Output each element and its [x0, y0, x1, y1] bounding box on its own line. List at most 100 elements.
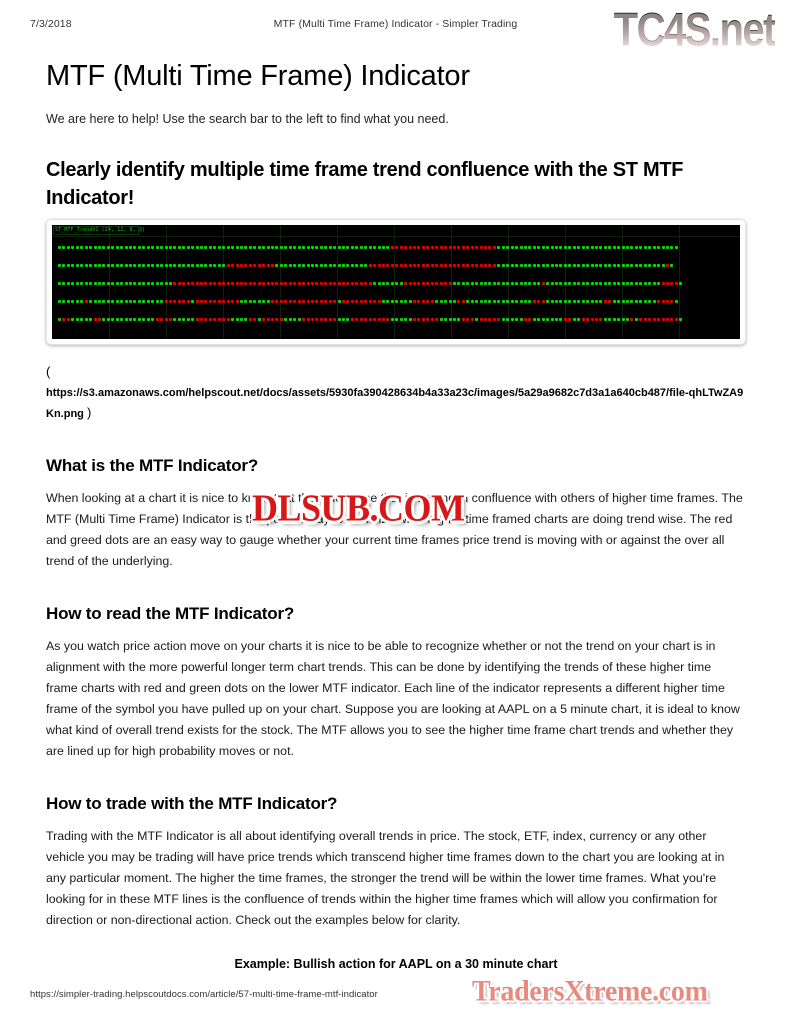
chart-dot	[297, 264, 301, 267]
chart-dot	[368, 246, 372, 249]
chart-dot	[386, 264, 390, 267]
chart-dot	[137, 318, 141, 321]
chart-dot	[621, 264, 625, 267]
chart-dot	[381, 318, 385, 321]
chart-dot	[195, 246, 199, 249]
chart-dot	[257, 282, 261, 285]
chart-dot	[62, 300, 66, 303]
chart-dot	[208, 264, 212, 267]
chart-dot	[523, 264, 527, 267]
chart-dot	[550, 300, 554, 303]
chart-dot	[461, 264, 465, 267]
chart-dot	[634, 264, 638, 267]
chart-dot	[359, 318, 363, 321]
chart-dot	[390, 300, 394, 303]
chart-dot	[568, 282, 572, 285]
chart-dot	[226, 246, 230, 249]
chart-dot	[399, 300, 403, 303]
chart-dot	[572, 246, 576, 249]
chart-dot	[515, 318, 519, 321]
chart-dot	[133, 282, 137, 285]
chart-dot	[271, 300, 274, 303]
chart-dot	[186, 264, 190, 267]
chart-dot	[408, 264, 412, 267]
chart-dot	[191, 246, 195, 249]
chart-dot	[448, 300, 452, 303]
chart-dot	[204, 282, 208, 285]
chart-dot	[608, 246, 612, 249]
chart-dot	[452, 264, 456, 267]
footer-url[interactable]: https://simpler-trading.helpscoutdocs.co…	[30, 989, 378, 1000]
chart-dot	[648, 264, 652, 267]
chart-dot	[71, 246, 75, 249]
chart-dot	[186, 282, 190, 285]
chart-dot	[617, 246, 621, 249]
chart-dot	[373, 264, 377, 267]
chart-dot	[581, 246, 585, 249]
watermark-tradersxtreme: TradersXtreme.com	[472, 975, 708, 1008]
chart-dot	[266, 246, 270, 249]
chart-gridline-vertical	[394, 225, 395, 339]
chart-dot	[288, 246, 292, 249]
chart-dot	[293, 264, 297, 267]
chart-dot	[173, 300, 177, 303]
chart-dot	[177, 264, 181, 267]
chart-dot	[404, 282, 408, 285]
chart-dot	[439, 318, 443, 321]
chart-dot	[368, 300, 372, 303]
chart-dot	[217, 300, 221, 303]
chart-dot	[492, 246, 496, 249]
chart-dot	[80, 264, 84, 267]
chart-dot	[337, 300, 341, 303]
chart-dot	[222, 264, 226, 267]
chart-dot	[279, 246, 283, 249]
chart-dot	[333, 300, 337, 303]
chart-dot	[213, 264, 217, 267]
chart-dot	[350, 318, 354, 321]
chart-dot	[337, 318, 341, 321]
chart-dot	[577, 282, 581, 285]
chart-dot	[617, 300, 621, 303]
chart-dot	[84, 282, 88, 285]
chart-dot	[235, 246, 239, 249]
chart-dot	[342, 264, 345, 267]
print-header: 7/3/2018 MTF (Multi Time Frame) Indicato…	[0, 18, 791, 36]
chart-dot	[319, 318, 323, 321]
chart-dot	[586, 300, 590, 303]
chart-dot	[572, 282, 576, 285]
chart-dot	[151, 282, 155, 285]
chart-dot	[568, 318, 572, 321]
chart-dot	[302, 300, 306, 303]
chart-dot	[546, 318, 550, 321]
chart-dot	[634, 282, 638, 285]
chart-dot	[124, 246, 128, 249]
chart-dot	[643, 300, 647, 303]
chart-gridline-horizontal	[52, 236, 740, 237]
chart-dot	[510, 318, 514, 321]
chart-dot	[532, 300, 536, 303]
chart-dot	[217, 318, 221, 321]
chart-dot	[470, 300, 474, 303]
image-url-link[interactable]: https://s3.amazonaws.com/helpscout.net/d…	[46, 387, 744, 420]
chart-dot	[124, 318, 128, 321]
chart-dot	[643, 246, 647, 249]
chart-dot	[608, 264, 612, 267]
chart-dot	[244, 318, 248, 321]
chart-dot	[546, 264, 550, 267]
chart-dot	[541, 264, 545, 267]
chart-dot	[572, 264, 576, 267]
chart-dot	[497, 318, 501, 321]
chart-dot	[71, 318, 75, 321]
chart-dot	[284, 282, 288, 285]
chart-dot	[395, 264, 399, 267]
chart-dot	[350, 300, 354, 303]
chart-dot	[297, 318, 301, 321]
chart-dot	[173, 318, 177, 321]
chart-dot	[417, 264, 421, 267]
chart-dot	[581, 264, 585, 267]
chart-dot	[93, 246, 97, 249]
chart-dot	[306, 246, 310, 249]
chart-dot	[102, 282, 106, 285]
chart-dot	[208, 282, 212, 285]
chart-dot-row	[58, 246, 679, 251]
